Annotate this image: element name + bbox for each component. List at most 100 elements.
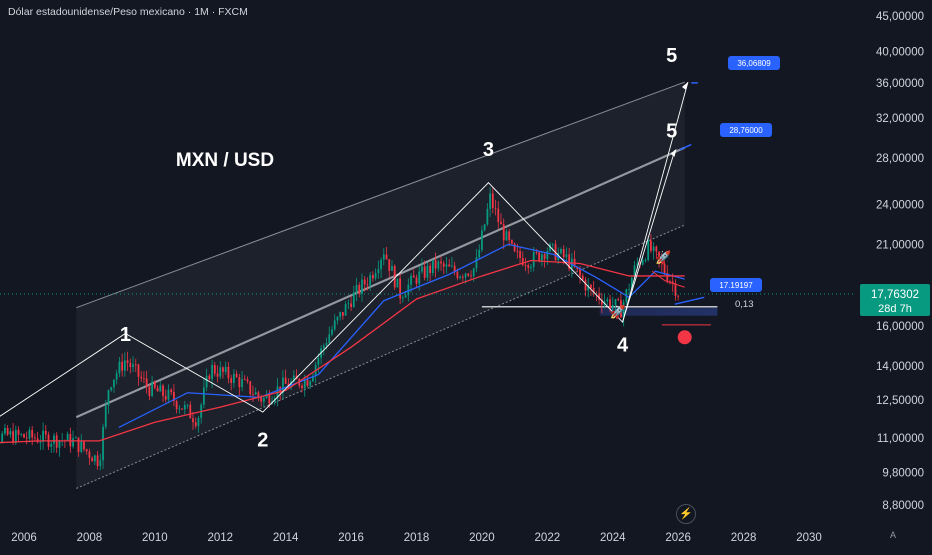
candle-body — [334, 320, 336, 329]
candle-body — [617, 299, 619, 300]
candle-body — [140, 377, 142, 379]
candle-body — [503, 224, 505, 240]
candle-body — [653, 246, 655, 250]
candle-body — [181, 409, 183, 410]
rocket-icon: 🚀 — [655, 250, 671, 265]
chart-title: MXN / USD — [176, 150, 274, 171]
candle-body — [124, 360, 126, 370]
candle-body — [429, 266, 431, 273]
candle-body — [541, 254, 543, 261]
candle-body — [29, 430, 31, 439]
y-tick-label: 36,00000 — [876, 78, 924, 90]
candle-body — [121, 362, 123, 371]
candle-body — [83, 442, 85, 450]
x-tick-label: 2030 — [796, 532, 822, 544]
candle-body — [647, 241, 649, 260]
candle-body — [538, 252, 540, 261]
symbol-header: Dólar estadounidense/Peso mexicano · 1M … — [8, 6, 248, 18]
candle-body — [399, 279, 401, 299]
stop-marker-icon — [678, 330, 692, 344]
y-tick-label: 8,80000 — [882, 500, 924, 512]
candle-body — [473, 268, 475, 276]
candle-body — [323, 346, 325, 349]
candle-body — [116, 373, 118, 379]
candle-body — [388, 259, 390, 271]
candle-body — [377, 269, 379, 273]
candle-body — [102, 427, 104, 461]
candle-body — [285, 378, 287, 384]
candle-body — [154, 382, 156, 388]
candle-body — [99, 460, 101, 466]
candle-body — [481, 230, 483, 250]
candle-body — [9, 431, 11, 434]
candle-body — [530, 267, 532, 268]
candle-body — [492, 193, 494, 207]
candle-body — [168, 390, 170, 400]
candle-body — [677, 296, 679, 297]
candle-body — [53, 435, 55, 443]
auto-scale-button[interactable]: A — [890, 530, 896, 540]
candle-body — [187, 405, 189, 406]
candle-body — [50, 444, 52, 447]
candle-body — [495, 208, 497, 209]
candle-body — [45, 431, 47, 435]
candle-body — [358, 285, 360, 294]
candle-body — [26, 438, 28, 439]
candle-body — [143, 378, 145, 379]
x-tick-label: 2024 — [600, 532, 626, 544]
current-price-text: 17,76302 — [871, 289, 919, 301]
candle-body — [435, 260, 437, 269]
candle-body — [127, 360, 129, 363]
target-pointer-line — [675, 297, 704, 304]
candle-body — [238, 377, 240, 387]
candle-body — [424, 266, 426, 277]
price-label-text: 36,06809 — [737, 59, 771, 68]
y-tick-label: 40,00000 — [876, 46, 924, 58]
candle-body — [410, 276, 412, 285]
candle-body — [113, 380, 115, 388]
candle-body — [650, 241, 652, 251]
wave-label: 4 — [617, 334, 629, 356]
candle-body — [566, 254, 568, 257]
candle-body — [337, 317, 339, 320]
candle-body — [585, 280, 587, 291]
y-tick-label: 9,80000 — [882, 468, 924, 480]
candle-body — [413, 276, 415, 278]
candle-body — [89, 451, 91, 457]
candle-body — [198, 418, 200, 426]
candle-body — [500, 222, 502, 224]
candle-body — [328, 334, 330, 343]
candle-body — [451, 266, 453, 267]
candle-body — [146, 379, 148, 387]
candle-body — [110, 387, 112, 390]
candle-body — [579, 269, 581, 276]
candle-body — [506, 231, 508, 240]
y-tick-label: 28,00000 — [876, 153, 924, 165]
candle-body — [23, 434, 25, 438]
candle-body — [508, 231, 510, 240]
candle-body — [383, 254, 385, 259]
candle-body — [536, 252, 538, 253]
candle-body — [590, 285, 592, 288]
candle-body — [105, 406, 107, 427]
candle-body — [56, 435, 58, 447]
candle-body — [345, 304, 347, 316]
candle-body — [462, 277, 464, 278]
candle-body — [18, 430, 20, 435]
candle-body — [421, 266, 423, 271]
candle-body — [443, 263, 445, 266]
candle-body — [12, 431, 14, 443]
candle-body — [258, 392, 260, 397]
candle-body — [418, 272, 420, 284]
candle-body — [184, 405, 186, 409]
candle-body — [356, 285, 358, 292]
candle-body — [427, 266, 429, 278]
candle-body — [347, 303, 349, 304]
candle-body — [203, 388, 205, 405]
candle-body — [367, 284, 369, 285]
candle-body — [69, 434, 71, 446]
candle-body — [189, 405, 191, 418]
candle-body — [456, 272, 458, 278]
